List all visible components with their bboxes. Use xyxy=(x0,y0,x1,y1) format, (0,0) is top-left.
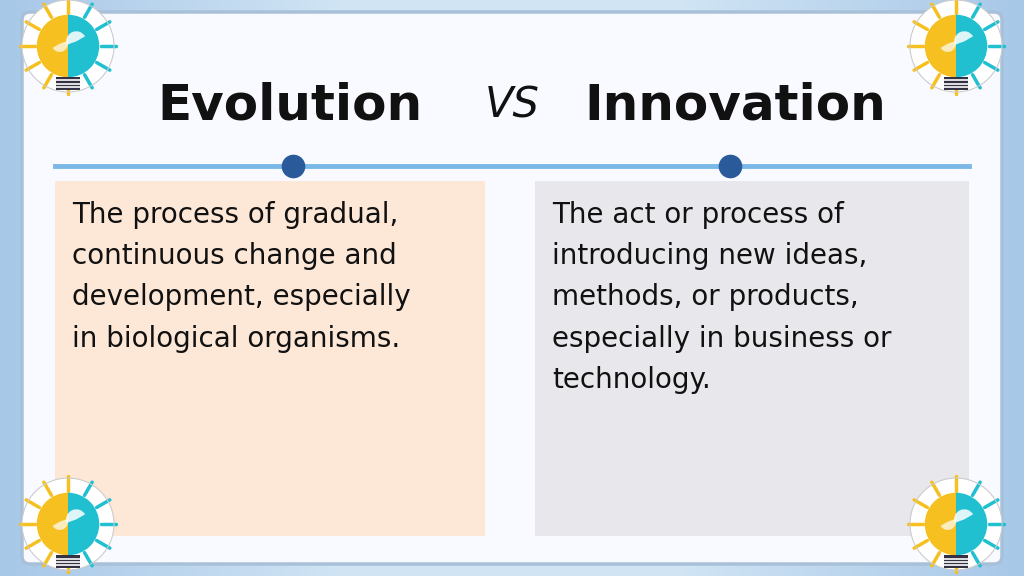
Text: The process of gradual,
continuous change and
development, especially
in biologi: The process of gradual, continuous chang… xyxy=(72,201,411,353)
Wedge shape xyxy=(954,31,973,45)
Bar xyxy=(56,555,80,568)
Wedge shape xyxy=(68,492,99,555)
Wedge shape xyxy=(956,492,987,555)
Circle shape xyxy=(22,0,114,92)
FancyBboxPatch shape xyxy=(535,181,969,536)
Wedge shape xyxy=(941,519,956,530)
FancyBboxPatch shape xyxy=(22,12,1002,564)
Circle shape xyxy=(22,478,114,570)
Circle shape xyxy=(910,478,1002,570)
Wedge shape xyxy=(52,519,68,530)
Bar xyxy=(944,555,968,568)
Wedge shape xyxy=(67,31,85,45)
Text: Evolution: Evolution xyxy=(158,82,423,130)
Wedge shape xyxy=(68,15,99,77)
Wedge shape xyxy=(52,41,68,52)
Wedge shape xyxy=(37,492,68,555)
Wedge shape xyxy=(37,15,68,77)
Text: Innovation: Innovation xyxy=(584,82,886,130)
Bar xyxy=(944,77,968,90)
Wedge shape xyxy=(67,509,85,523)
Wedge shape xyxy=(925,492,956,555)
Text: The act or process of
introducing new ideas,
methods, or products,
especially in: The act or process of introducing new id… xyxy=(552,201,892,394)
Wedge shape xyxy=(925,15,956,77)
Text: VS: VS xyxy=(484,85,540,127)
Wedge shape xyxy=(956,15,987,77)
Circle shape xyxy=(910,0,1002,92)
Wedge shape xyxy=(941,41,956,52)
Wedge shape xyxy=(954,509,973,523)
Bar xyxy=(56,77,80,90)
FancyBboxPatch shape xyxy=(55,181,485,536)
